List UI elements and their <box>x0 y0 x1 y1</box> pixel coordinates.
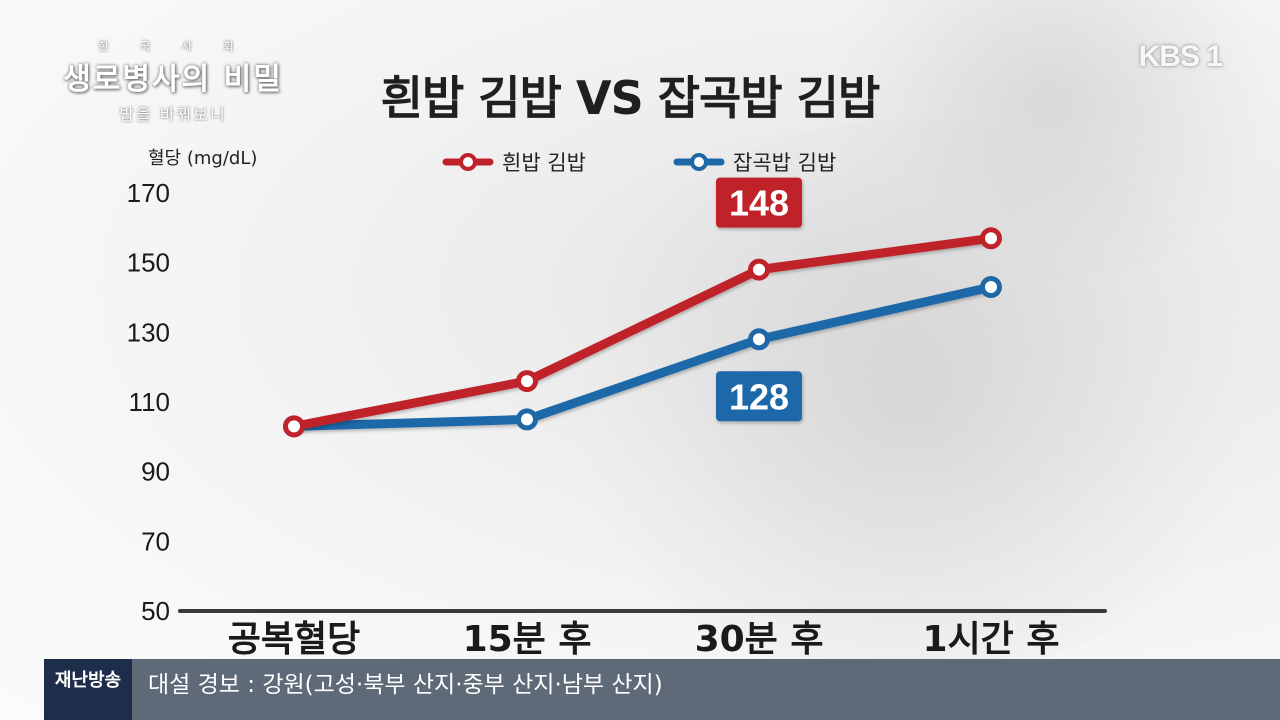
legend-swatch-point-center <box>463 157 473 167</box>
callouts: 148 128 <box>716 177 802 422</box>
news-ticker: 재난방송 대설 경보 : 강원(고성·북부 산지·중부 산지·남부 산지) <box>44 659 1280 720</box>
program-logo: 한 국 사 회 생로병사의 비밀 밥을 바꿔보니 <box>58 38 288 126</box>
program-logo-sub: 한 국 사 회 <box>98 40 248 53</box>
series-line-1 <box>289 282 996 431</box>
data-point-center <box>985 281 997 294</box>
data-point-center <box>521 413 533 426</box>
y-tick-label: 130 <box>127 317 170 347</box>
series-line-0 <box>289 233 996 431</box>
background-decoration <box>820 0 1280 280</box>
data-point-center <box>288 420 300 433</box>
value-callout <box>716 371 802 422</box>
y-axis-label: 혈당 (mg/dL) <box>148 148 258 169</box>
y-tick-label: 170 <box>127 178 170 208</box>
series-layer <box>283 227 1002 438</box>
data-point-center <box>985 232 997 245</box>
episode-caption: 밥을 바꿔보니 <box>119 105 227 124</box>
y-tick-label: 70 <box>141 526 170 556</box>
data-point-center <box>753 333 765 346</box>
x-tick-label: 30분 후 <box>695 619 824 660</box>
value-callout <box>716 177 802 228</box>
value-callout-label: 128 <box>729 376 789 417</box>
ticker-text: 대설 경보 : 강원(고성·북부 산지·중부 산지·남부 산지) <box>148 672 663 698</box>
legend-label: 흰밥 김밥 <box>502 151 586 175</box>
legend-label: 잡곡밥 김밥 <box>733 151 836 175</box>
y-tick-label: 50 <box>141 596 170 626</box>
y-tick-label: 90 <box>141 457 170 487</box>
channel-logo: KBS 1 <box>1138 40 1223 73</box>
legend-swatch-point-center <box>694 157 704 167</box>
line-chart: 흰밥 김밥 잡곡밥 김밥 170 150 130 110 90 70 50 공복혈당 15분 후… <box>127 151 1107 660</box>
y-axis: 170 150 130 110 90 70 50 <box>127 178 170 626</box>
ticker-label: 재난방송 <box>44 659 132 720</box>
program-logo-title: 생로병사의 비밀 <box>63 62 283 97</box>
data-point-center <box>753 263 765 276</box>
y-tick-label: 150 <box>127 248 170 278</box>
x-axis: 공복혈당 15분 후 30분 후 1시간 후 <box>228 619 1060 660</box>
x-tick-label: 공복혈당 <box>228 619 360 660</box>
chart-title: 흰밥 김밥 VS 잡곡밥 김밥 <box>380 71 881 125</box>
y-tick-label: 110 <box>129 387 170 417</box>
x-tick-label: 1시간 후 <box>923 619 1060 660</box>
x-tick-label: 15분 후 <box>463 619 592 660</box>
data-point-center <box>521 375 533 388</box>
value-callout-label: 148 <box>729 183 789 224</box>
legend: 흰밥 김밥 잡곡밥 김밥 <box>442 151 836 175</box>
